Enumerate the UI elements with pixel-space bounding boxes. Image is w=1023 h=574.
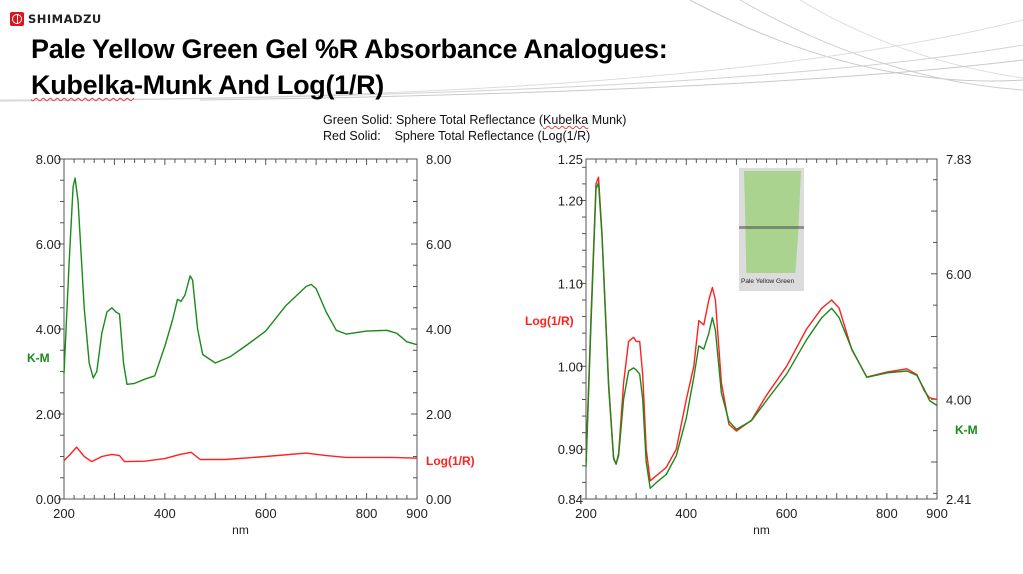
legend-green-prefix: Green Solid: Sphere Total Reflectance (	[323, 113, 544, 127]
y-tick-label-left: 1.00	[558, 359, 583, 374]
y-tick-label-left: 1.10	[558, 276, 583, 291]
y-tick-label-right: 6.00	[946, 267, 971, 282]
title-line-1: Pale Yellow Green Gel %R Absorbance Anal…	[31, 34, 668, 64]
plot-frame	[585, 158, 938, 500]
y-tick-label-right: 4.00	[946, 392, 971, 407]
y-tick-label-right: 0.00	[426, 492, 451, 507]
series-line-k-m	[585, 182, 938, 489]
header-decoration	[0, 0, 1023, 102]
chart-left: 200 400 600 800 900 nm 0.00 2.00 4.00 6.00 8.00 0.0…	[27, 152, 475, 537]
sample-holder-band	[739, 226, 804, 229]
y-tick-label-left: 4.00	[36, 322, 61, 337]
y-tick-label-left: 1.25	[558, 152, 583, 167]
sample-photo-caption: Pale Yellow Green	[741, 278, 795, 285]
title-line-2: Kubelka-Munk And Log(1/R)	[31, 67, 667, 103]
legend-green-key: Kubelka	[543, 113, 589, 127]
y-tick-label-right: 2.41	[946, 492, 971, 507]
chart-right: 200 400 600 800 900 nm 0.84 0.90 1.00 1.10 1.20 1.2…	[525, 152, 978, 537]
legend-green: Green Solid: Sphere Total Reflectance (K…	[323, 112, 626, 128]
brand-name: SHIMADZU	[28, 12, 102, 26]
x-tick-label: 900	[926, 506, 948, 521]
y-axis-label-right: Log(1/R)	[426, 454, 475, 468]
legend-green-suffix: Munk)	[588, 113, 627, 127]
brand-logo: SHIMADZU	[10, 12, 102, 26]
title-rest: -Munk And Log(1/R)	[133, 70, 384, 100]
series-line-log-1-r-	[63, 446, 418, 463]
sample-photo: Pale Yellow Green	[739, 168, 804, 291]
y-tick-label-left: 6.00	[36, 237, 61, 252]
y-tick-label-left: 8.00	[36, 152, 61, 167]
y-tick-label-right: 4.00	[426, 322, 451, 337]
y-tick-label-left: 2.00	[36, 407, 61, 422]
x-tick-label: 200	[53, 506, 75, 521]
gel-sample-image	[744, 171, 801, 273]
title-kubelka: Kubelka	[31, 70, 134, 100]
y-tick-label-right: 2.00	[426, 407, 451, 422]
y-tick-label-right: 7.83	[946, 152, 971, 167]
y-tick-label-left: 0.84	[558, 492, 583, 507]
plot-frame	[63, 158, 418, 500]
y-axis-label-left: K-M	[27, 351, 50, 365]
y-axis-label-left: Log(1/R)	[525, 314, 574, 328]
x-tick-label: 200	[575, 506, 597, 521]
x-tick-label: 800	[876, 506, 898, 521]
x-tick-label: 400	[154, 506, 176, 521]
series-line-k-m	[63, 177, 418, 385]
x-axis-label: nm	[232, 523, 249, 537]
legend-red: Red Solid: Sphere Total Reflectance (Log…	[323, 129, 591, 143]
series-legend: Green Solid: Sphere Total Reflectance (K…	[323, 112, 626, 144]
shimadzu-logo-icon	[10, 12, 24, 26]
y-tick-label-left: 0.90	[558, 442, 583, 457]
y-axis-label-right: K-M	[955, 423, 978, 437]
y-tick-label-left: 0.00	[36, 492, 61, 507]
y-tick-label-right: 8.00	[426, 152, 451, 167]
y-tick-label-left: 1.20	[558, 193, 583, 208]
x-tick-label: 600	[255, 506, 277, 521]
x-tick-label: 600	[776, 506, 798, 521]
x-tick-label: 400	[675, 506, 697, 521]
x-tick-label: 800	[356, 506, 378, 521]
x-tick-label: 900	[406, 506, 428, 521]
page-title: Pale Yellow Green Gel %R Absorbance Anal…	[31, 31, 668, 103]
x-axis-label: nm	[753, 523, 770, 537]
y-tick-label-right: 6.00	[426, 237, 451, 252]
